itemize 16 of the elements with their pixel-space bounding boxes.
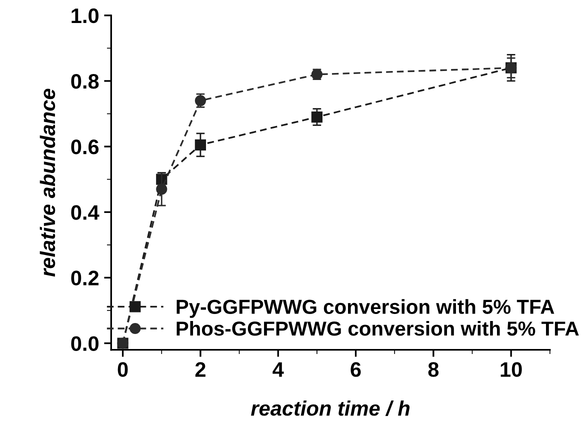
y-tick-label: 0.6 (71, 140, 99, 154)
y-tick-label: 0.4 (71, 205, 100, 220)
x-tick-label: 10 (500, 362, 522, 377)
x-axis-title: reaction time / h (251, 400, 410, 416)
legend-label: Phos-GGFPWWG conversion with 5% TFA (176, 320, 579, 336)
y-tick-label: 0.0 (71, 336, 98, 351)
x-tick-label: 2 (195, 362, 206, 377)
y-tick-label: 1.0 (72, 8, 98, 24)
y-tick-label: 0.2 (71, 270, 99, 286)
legend-label: Py-GGFPWWG conversion with 5% TFA (176, 299, 554, 318)
y-axis-title: relative abundance (40, 88, 56, 277)
y-tick-label: 0.8 (71, 74, 99, 89)
x-tick-label: 4 (272, 362, 284, 377)
x-tick-label: 8 (428, 362, 439, 377)
x-tick-label: 0 (118, 362, 128, 377)
x-tick-label: 6 (350, 362, 361, 377)
